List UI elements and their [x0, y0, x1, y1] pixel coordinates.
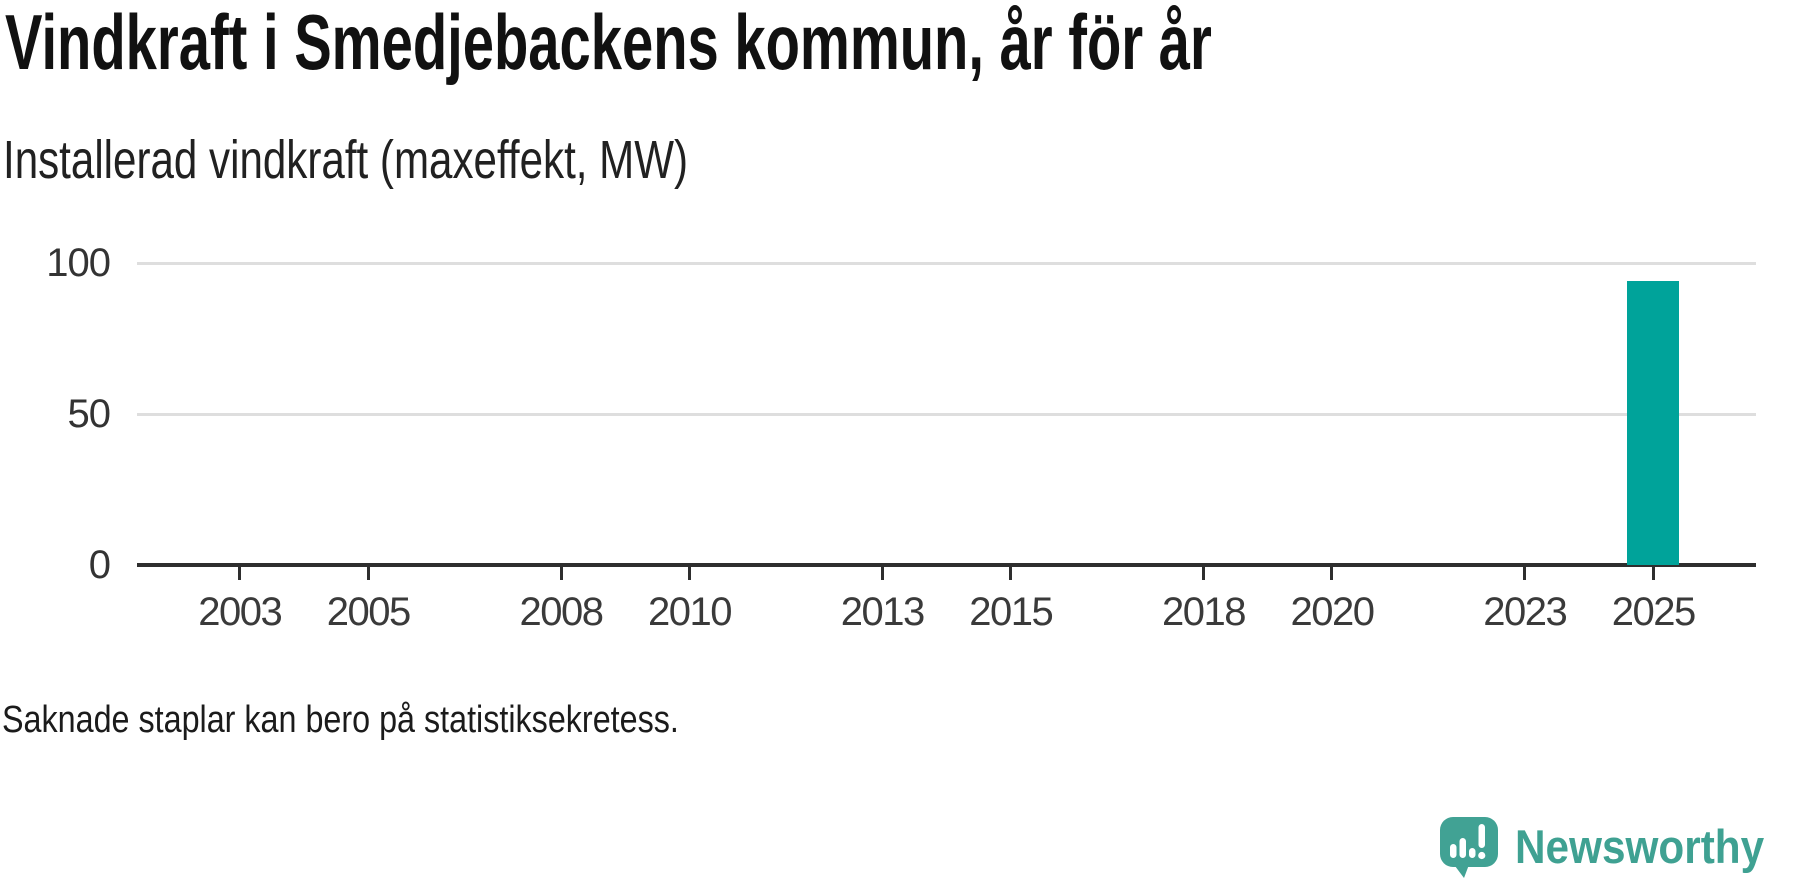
- newsworthy-wordmark: Newsworthy: [1515, 820, 1765, 873]
- x-tick-label-2010: 2010: [648, 590, 732, 634]
- x-tick-mark-2010: [688, 567, 692, 580]
- x-tick-mark-2025: [1651, 567, 1655, 580]
- newsworthy-logo-icon: [1440, 817, 1499, 878]
- x-tick-label-2008: 2008: [519, 590, 604, 634]
- x-tick-label-2005: 2005: [326, 590, 411, 634]
- x-tick-mark-2018: [1201, 567, 1205, 580]
- y-tick-label-50: 50: [67, 392, 112, 436]
- x-tick-label-2015: 2015: [969, 590, 1053, 634]
- x-tick-mark-2005: [366, 567, 370, 580]
- chart-subtitle: Installerad vindkraft (maxeffekt, MW): [3, 130, 689, 190]
- x-axis-line: [137, 563, 1756, 567]
- x-tick-label-2003: 2003: [198, 590, 282, 634]
- footnote: Saknade staplar kan bero på statistiksek…: [2, 699, 679, 741]
- gridline-50: [137, 412, 1756, 416]
- x-tick-mark-2013: [880, 567, 884, 580]
- x-tick-mark-2003: [238, 567, 242, 580]
- x-tick-label-2018: 2018: [1161, 590, 1246, 634]
- x-tick-label-2025: 2025: [1611, 590, 1696, 634]
- plot-area: 0 50 100 2003 2005 2008 2010 2013 2015 2018 2020 20…: [46, 241, 1756, 634]
- x-tick-mark-2008: [559, 567, 563, 580]
- y-tick-label-0: 0: [88, 543, 111, 587]
- newsworthy-logo: Newsworthy: [1437, 815, 1792, 879]
- x-tick-mark-2023: [1523, 567, 1527, 580]
- x-tick-label-2013: 2013: [840, 590, 925, 634]
- bar-2025: [1627, 281, 1680, 565]
- x-tick-mark-2020: [1330, 567, 1334, 580]
- y-tick-label-100: 100: [46, 241, 111, 285]
- chart-title: Vindkraft i Smedjebackens kommun, år för…: [5, 0, 1212, 86]
- x-tick-mark-2015: [1009, 567, 1013, 580]
- x-tick-label-2020: 2020: [1290, 590, 1374, 634]
- x-tick-label-2023: 2023: [1483, 590, 1567, 634]
- gridline-100: [137, 261, 1756, 265]
